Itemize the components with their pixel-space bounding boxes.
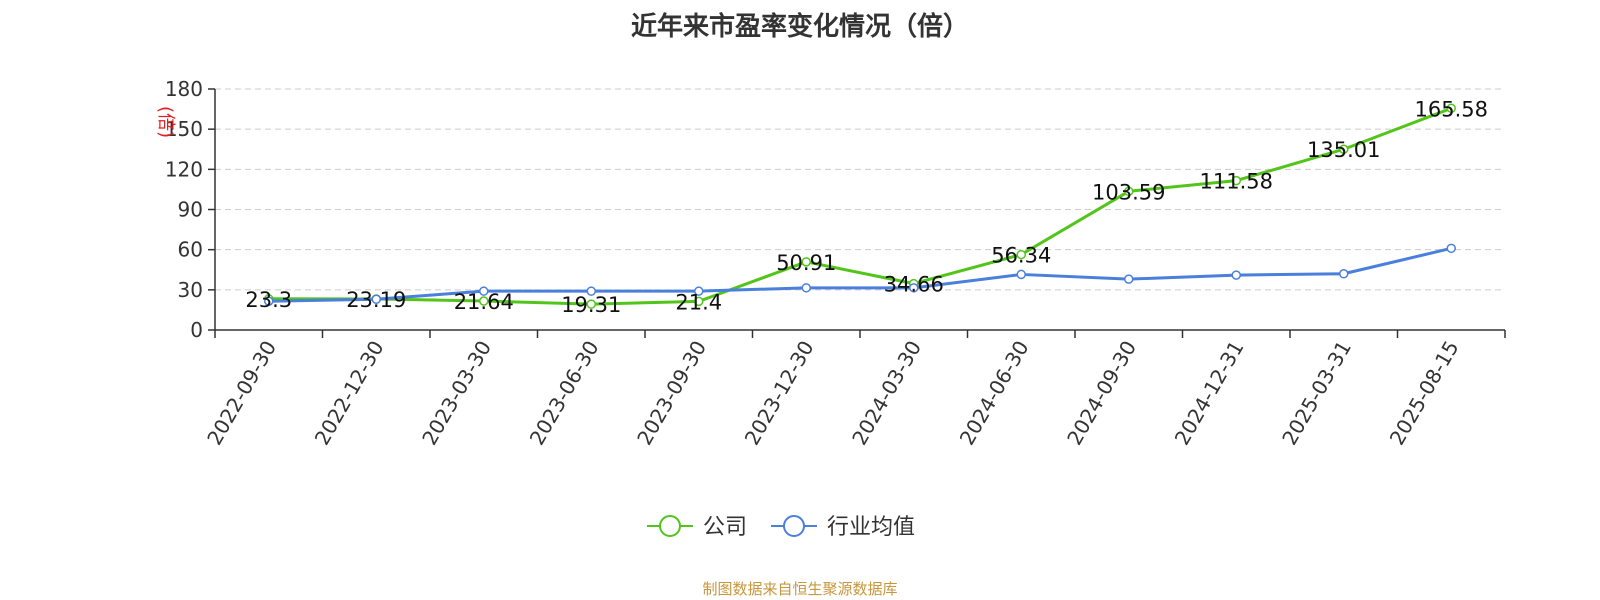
data-label: 19.31 bbox=[561, 293, 621, 317]
data-point-1[interactable] bbox=[801, 283, 811, 293]
x-tick-label: 2024-06-30 bbox=[955, 337, 1034, 450]
y-tick-label: 180 bbox=[165, 77, 203, 101]
y-tick-label: 60 bbox=[178, 238, 203, 262]
data-labels: 23.3 23.19 21.64 19.31 21.4 50.91 34.66 56.34 10… bbox=[245, 97, 1488, 317]
data-label: 135.01 bbox=[1307, 138, 1380, 162]
legend-label: 行业均值 bbox=[827, 515, 915, 540]
data-point-0[interactable] bbox=[586, 299, 596, 309]
data-label: 50.91 bbox=[776, 251, 836, 275]
data-label: 23.19 bbox=[346, 288, 406, 312]
x-tick-label: 2023-03-30 bbox=[417, 337, 496, 450]
x-tick-label: 2025-08-15 bbox=[1385, 337, 1464, 450]
source-note: 制图数据来自恒生聚源数据库 bbox=[702, 580, 898, 598]
data-point-1[interactable] bbox=[479, 286, 489, 296]
x-tick-label: 2024-09-30 bbox=[1062, 337, 1141, 450]
data-point-0[interactable] bbox=[1124, 186, 1134, 197]
legend[interactable]: 公司 行业均值 bbox=[647, 515, 915, 540]
data-label: 21.64 bbox=[454, 290, 514, 314]
y-tick-label: 90 bbox=[178, 198, 203, 222]
data-point-0[interactable] bbox=[1339, 144, 1349, 154]
x-tick-label: 2022-12-30 bbox=[310, 337, 389, 450]
data-point-1[interactable] bbox=[694, 286, 704, 296]
data-label: 111.58 bbox=[1200, 170, 1273, 194]
data-point-0[interactable] bbox=[1016, 249, 1026, 260]
data-point-0[interactable] bbox=[479, 296, 489, 306]
data-label: 21.4 bbox=[675, 290, 722, 314]
legend-label: 公司 bbox=[703, 515, 747, 540]
data-point-1[interactable] bbox=[909, 283, 919, 293]
data-label: 23.3 bbox=[245, 288, 292, 312]
data-point-0[interactable] bbox=[694, 296, 704, 307]
x-tick-label: 2022-09-30 bbox=[202, 337, 281, 450]
x-tick-label: 2024-03-30 bbox=[847, 337, 926, 450]
grid-lines bbox=[215, 88, 1505, 291]
series-line-0 bbox=[268, 106, 1452, 306]
legend-item-1[interactable]: 行业均值 bbox=[771, 515, 915, 540]
data-point-1[interactable] bbox=[1339, 269, 1349, 279]
data-point-1[interactable] bbox=[1124, 274, 1134, 284]
data-label: 56.34 bbox=[991, 244, 1051, 268]
data-point-0[interactable] bbox=[1446, 103, 1456, 114]
y-tick-label: 30 bbox=[178, 278, 203, 302]
y-tick-label: 120 bbox=[165, 157, 203, 181]
data-point-1[interactable] bbox=[264, 296, 274, 306]
x-tick-label: 2023-12-30 bbox=[740, 337, 819, 450]
y-tick-label: 150 bbox=[165, 117, 203, 141]
data-point-0[interactable] bbox=[1231, 175, 1241, 186]
series-line-1 bbox=[268, 246, 1452, 303]
y-axis-unit-label: (倍) bbox=[155, 106, 176, 138]
data-label: 165.58 bbox=[1415, 97, 1488, 121]
chart-title: 近年来市盈率变化情况（倍） bbox=[630, 12, 969, 42]
legend-marker-icon bbox=[783, 515, 805, 537]
data-point-1[interactable] bbox=[1016, 269, 1026, 280]
data-label: 103.59 bbox=[1092, 180, 1165, 204]
x-tick-label: 2025-03-31 bbox=[1277, 337, 1356, 450]
x-tick-label: 2023-09-30 bbox=[632, 337, 711, 450]
data-point-1[interactable] bbox=[1231, 270, 1241, 280]
data-point-1[interactable] bbox=[371, 294, 381, 304]
y-tick-label: 0 bbox=[190, 318, 203, 342]
data-point-1[interactable] bbox=[586, 286, 596, 296]
x-tick-label: 2023-06-30 bbox=[525, 337, 604, 450]
legend-marker-icon bbox=[659, 515, 681, 537]
data-point-1[interactable] bbox=[1446, 243, 1456, 254]
x-tick-label: 2024-12-31 bbox=[1170, 337, 1249, 450]
data-label: 34.66 bbox=[884, 273, 944, 297]
data-point-0[interactable] bbox=[801, 257, 811, 267]
legend-item-0[interactable]: 公司 bbox=[647, 515, 747, 540]
series-lines bbox=[264, 103, 1456, 309]
